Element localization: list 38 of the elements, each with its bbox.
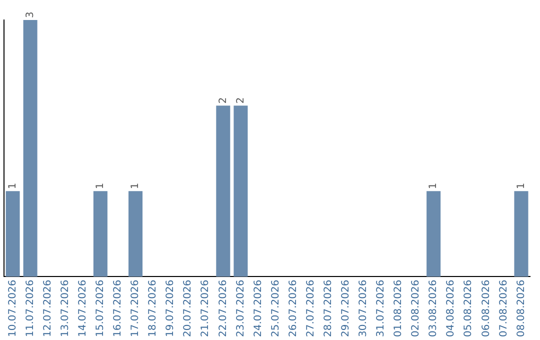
data-label: 1 bbox=[428, 182, 440, 190]
x-tick-label: 18.07.2026 bbox=[148, 280, 159, 338]
x-tick-label: 12.07.2026 bbox=[42, 280, 54, 338]
x-tick-label: 06.08.2026 bbox=[480, 280, 492, 338]
x-tick-label: 29.07.2026 bbox=[340, 280, 352, 338]
x-tick-label: 11.07.2026 bbox=[24, 280, 36, 338]
x-tick-label: 26.07.2026 bbox=[288, 280, 299, 338]
x-tick-label: 01.08.2026 bbox=[393, 280, 404, 338]
data-label: 3 bbox=[24, 12, 36, 18]
x-tick-label: 23.07.2026 bbox=[235, 280, 246, 338]
x-tick-label: 28.07.2026 bbox=[322, 280, 334, 338]
x-tick-label: 13.07.2026 bbox=[60, 280, 71, 338]
x-tick-label: 31.07.2026 bbox=[376, 280, 387, 338]
x-tick-label: 05.08.2026 bbox=[463, 280, 474, 338]
data-label: 2 bbox=[218, 97, 229, 104]
data-label: 1 bbox=[7, 182, 18, 190]
data-label: 1 bbox=[516, 182, 527, 190]
x-tick-label: 24.07.2026 bbox=[252, 280, 264, 338]
data-label: 2 bbox=[235, 97, 246, 104]
x-tick-label: 21.07.2026 bbox=[200, 280, 212, 338]
x-tick-label: 02.08.2026 bbox=[410, 280, 422, 338]
x-tick-label: 16.07.2026 bbox=[112, 280, 124, 338]
data-label: 1 bbox=[95, 182, 106, 190]
x-tick-label: 20.07.2026 bbox=[182, 280, 194, 338]
x-tick-label: 03.08.2026 bbox=[428, 280, 440, 338]
x-tick-label: 19.07.2026 bbox=[165, 280, 176, 338]
x-tick-label: 10.07.2026 bbox=[7, 280, 18, 338]
x-tick-label: 08.08.2026 bbox=[516, 280, 527, 338]
x-tick-label: 22.07.2026 bbox=[218, 280, 229, 338]
x-tick-label: 17.07.2026 bbox=[130, 280, 142, 338]
x-tick-label: 07.08.2026 bbox=[498, 280, 510, 338]
x-tick-label: 30.07.2026 bbox=[358, 280, 370, 338]
x-tick-label: 15.07.2026 bbox=[95, 280, 106, 338]
x-tick-label: 25.07.2026 bbox=[270, 280, 282, 338]
data-label: 1 bbox=[130, 182, 142, 190]
x-tick-label: 04.08.2026 bbox=[446, 280, 457, 338]
x-tick-label: 27.07.2026 bbox=[305, 280, 316, 338]
x-tick-label: 14.07.2026 bbox=[77, 280, 88, 338]
